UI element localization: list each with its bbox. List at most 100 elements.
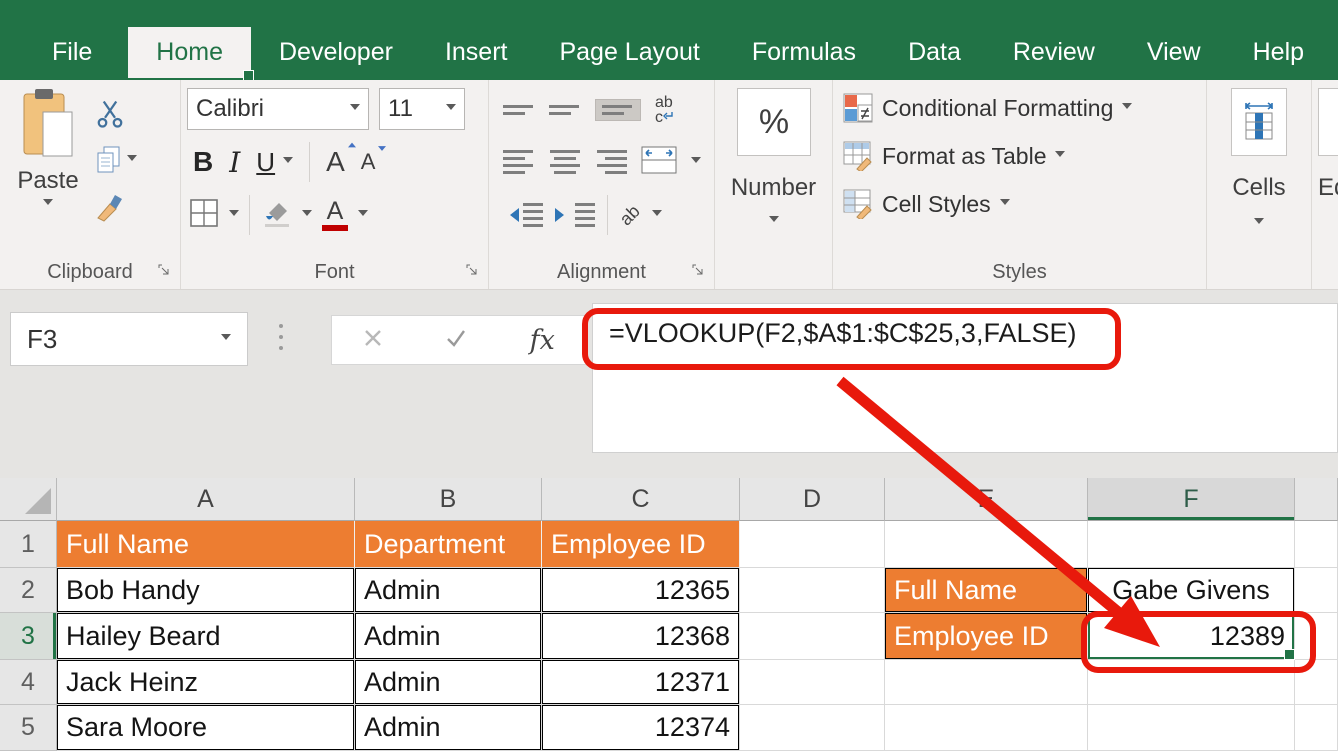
cell-a1[interactable]: Full Name [57,521,355,568]
editing-partial-button[interactable] [1318,88,1338,156]
cell-f2[interactable]: Gabe Givens [1088,568,1295,613]
middle-align-button[interactable] [549,105,581,115]
tab-page-layout[interactable]: Page Layout [559,38,700,66]
cell-g2[interactable] [1295,568,1338,613]
cells-format-button[interactable] [1231,88,1287,156]
cell-b2[interactable]: Admin [355,568,542,613]
conditional-formatting-dropdown-arrow[interactable] [1122,102,1133,114]
insert-function-button[interactable]: fx [529,324,555,356]
increase-font-button[interactable]: A [326,142,356,178]
cancel-button[interactable] [363,328,383,353]
merge-center-dropdown-arrow[interactable] [691,156,701,168]
col-header-g-partial[interactable] [1295,478,1338,521]
formula-bar-resize-handle[interactable] [279,324,283,350]
font-size-combo[interactable]: 11 [379,88,465,130]
align-left-button[interactable] [503,150,535,174]
format-as-table-button[interactable]: Format as Table [843,136,1206,176]
cell-a4[interactable]: Jack Heinz [57,660,355,705]
font-color-dropdown-arrow[interactable] [358,209,368,221]
tab-view[interactable]: View [1146,38,1201,66]
row-header-3-selected[interactable]: 3 [0,613,57,660]
borders-button[interactable] [189,198,219,233]
cell-e5[interactable] [885,705,1088,751]
cell-e3[interactable]: Employee ID [885,613,1088,660]
cell-d2[interactable] [740,568,885,613]
cell-d5[interactable] [740,705,885,751]
cell-b3[interactable]: Admin [355,613,542,660]
copy-button[interactable] [94,142,137,178]
cell-a2[interactable]: Bob Handy [57,568,355,613]
font-dialog-launcher[interactable] [466,264,479,282]
cell-f5[interactable] [1088,705,1295,751]
enter-button[interactable] [445,328,467,353]
cell-b4[interactable]: Admin [355,660,542,705]
cell-c1[interactable]: Employee ID [542,521,740,568]
cell-e4[interactable] [885,660,1088,705]
row-header-4[interactable]: 4 [0,660,57,705]
paste-button[interactable]: Paste [12,88,84,210]
row-header-1[interactable]: 1 [0,521,57,568]
format-painter-button[interactable] [94,188,137,224]
name-box-dropdown-arrow[interactable] [221,333,231,345]
number-dropdown-arrow[interactable] [768,216,779,227]
tab-data[interactable]: Data [908,38,961,66]
center-button[interactable] [549,150,581,174]
cell-d1[interactable] [740,521,885,568]
wrap-text-button[interactable]: ab c [655,94,673,126]
bottom-align-button[interactable] [595,99,641,121]
percent-style-button[interactable]: % [737,88,811,156]
cell-b5[interactable]: Admin [355,705,542,751]
clipboard-dialog-launcher[interactable] [158,264,171,282]
cell-g4[interactable] [1295,660,1338,705]
tab-insert[interactable]: Insert [444,38,508,66]
copy-dropdown-arrow[interactable] [127,154,137,166]
underline-button[interactable]: U [256,146,276,177]
cell-f3-active[interactable]: 12389 [1088,613,1295,660]
orientation-dropdown-arrow[interactable] [652,209,663,221]
cell-c2[interactable]: 12365 [542,568,740,613]
col-header-a[interactable]: A [57,478,355,521]
cell-a3[interactable]: Hailey Beard [57,613,355,660]
cell-d3[interactable] [740,613,885,660]
cell-styles-dropdown-arrow[interactable] [999,198,1010,210]
cells-dropdown-arrow[interactable] [1254,218,1264,229]
cell-e2[interactable]: Full Name [885,568,1088,613]
bold-button[interactable]: B [193,146,214,177]
cell-d4[interactable] [740,660,885,705]
cut-button[interactable] [94,96,137,132]
format-as-table-dropdown-arrow[interactable] [1055,150,1066,162]
col-header-f-selected[interactable]: F [1088,478,1295,521]
col-header-b[interactable]: B [355,478,542,521]
alignment-dialog-launcher[interactable] [692,264,705,282]
cell-f4[interactable] [1088,660,1295,705]
col-header-d[interactable]: D [740,478,885,521]
borders-dropdown-arrow[interactable] [229,209,239,221]
underline-dropdown-arrow[interactable] [283,156,294,168]
tab-developer[interactable]: Developer [278,38,393,66]
formula-input[interactable]: =VLOOKUP(F2,$A$1:$C$25,3,FALSE) [592,303,1338,453]
align-right-button[interactable] [595,150,627,174]
row-header-2[interactable]: 2 [0,568,57,613]
decrease-font-button[interactable]: A [361,146,387,175]
cell-c3[interactable]: 12368 [542,613,740,660]
cell-b1[interactable]: Department [355,521,542,568]
conditional-formatting-button[interactable]: Conditional Formatting [843,88,1206,128]
font-color-button[interactable]: A [322,199,348,231]
cell-f1[interactable] [1088,521,1295,568]
italic-button[interactable]: I [229,145,241,179]
select-all-corner[interactable] [0,478,57,521]
orientation-button[interactable]: ab [615,200,644,229]
tab-review[interactable]: Review [1012,38,1095,66]
tab-formulas[interactable]: Formulas [751,38,857,66]
col-header-e[interactable]: E [885,478,1088,521]
cell-g5[interactable] [1295,705,1338,751]
tab-help[interactable]: Help [1252,38,1305,66]
cell-g3[interactable] [1295,613,1338,660]
top-align-button[interactable] [503,105,535,115]
font-size-dropdown-arrow[interactable] [446,103,456,115]
fill-color-dropdown-arrow[interactable] [302,209,312,221]
name-box[interactable]: F3 [10,312,248,366]
cell-c5[interactable]: 12374 [542,705,740,751]
font-name-combo[interactable]: Calibri [187,88,369,130]
tab-home[interactable]: Home [126,25,254,81]
